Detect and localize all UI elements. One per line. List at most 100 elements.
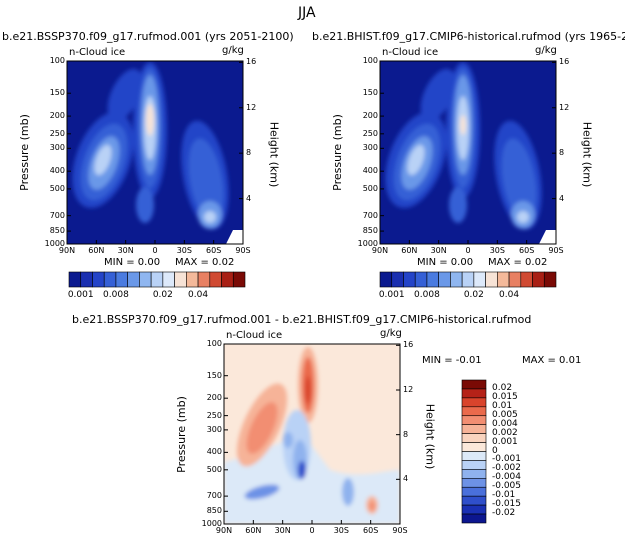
panel2-ytick-2: 200 (362, 111, 378, 121)
panel1-colorbar-box-0 (68, 271, 82, 288)
panel1-colorbar-label-1: 0.008 (103, 290, 129, 300)
panel1-colorbar-box-14 (232, 271, 246, 288)
panel1-colorbar-box-8 (162, 271, 175, 288)
panel1-units: g/kg (222, 45, 244, 56)
panel1-xtick-4: 30S (176, 246, 192, 255)
panel3-ytick-6: 500 (206, 464, 222, 474)
panel2-colorbar-box-1 (391, 271, 404, 288)
panel1-colorbar-box-1 (80, 271, 93, 288)
panel2-units: g/kg (535, 45, 557, 56)
panel2-y2tick-2: 8 (559, 148, 565, 158)
panel3-ytick-4: 300 (206, 424, 222, 434)
season-title: JJA (298, 5, 316, 21)
panel2-field (380, 61, 556, 244)
panel3-max: MAX = 0.01 (522, 355, 582, 366)
panel2-colorbar-label-1: 0.008 (414, 290, 440, 300)
panel3-y2tick-3: 4 (403, 474, 409, 484)
panel2-xtick-0: 90N (371, 246, 389, 255)
panel3-ytick-1: 150 (206, 370, 222, 380)
panel1-xtick-6: 90S (235, 246, 251, 255)
panel2-title: b.e21.BHIST.f09_g17.CMIP6-historical.ruf… (312, 30, 625, 43)
panel3-y2tick-2: 8 (403, 429, 409, 439)
panel2-colorbar-box-11 (508, 271, 522, 288)
panel3-xtick-6: 90S (392, 526, 408, 535)
panel1-colorbar-box-10 (186, 271, 199, 288)
panel2-ylabel: Pressure (mb) (330, 114, 344, 191)
panel1-xtick-0: 90N (58, 246, 76, 255)
panel2-ytick-6: 500 (362, 183, 378, 193)
panel1-colorbar-box-7 (150, 271, 164, 288)
panel3-ytick-3: 250 (206, 410, 222, 420)
panel2-xtick-6: 90S (548, 246, 564, 255)
panel2-ytick-4: 300 (362, 143, 378, 153)
panel1-xtick-2: 30N (117, 246, 134, 255)
panel1-colorbar-label-2: 0.02 (152, 290, 173, 300)
panel3-y2tick-1: 12 (403, 384, 414, 394)
panel2-xtick-4: 30S (489, 246, 505, 255)
panel1-colorbar-box-13 (221, 271, 234, 288)
panel1-ytick-9: 1000 (44, 239, 65, 248)
panel3-ytick-5: 400 (206, 447, 222, 457)
panel1-colorbar-box-9 (174, 271, 187, 288)
panel3-field (224, 344, 400, 524)
panel2-colorbar-label-2: 0.02 (463, 290, 484, 300)
panel1-ytick-5: 400 (49, 166, 65, 176)
panel2-colorbar-box-7 (461, 271, 475, 288)
panel3-colorbar-label-9: -0.002 (492, 463, 522, 474)
panel3-xtick-2: 30N (274, 526, 291, 535)
panel3-colorbar-box-5 (461, 424, 487, 434)
panel1-colorbar-box-5 (127, 271, 140, 288)
panel2-y2tick-3: 4 (559, 193, 565, 203)
panel3-xtick-3: 0 (309, 526, 315, 535)
panel3-colorbar-label-0: 0.02 (492, 382, 513, 393)
panel1-colorbar-label-3: 0.04 (188, 290, 209, 300)
panel3-title: b.e21.BSSP370.f09_g17.rufmod.001 - b.e21… (72, 313, 532, 326)
panel3-colorbar-label-1: 0.015 (492, 391, 518, 402)
panel3-colorbar-box-1 (461, 388, 487, 399)
panel3-colorbar-label-6: 0.001 (492, 436, 518, 447)
panel2-colorbar-box-14 (543, 271, 557, 288)
panel3-xtick-5: 60S (363, 526, 379, 535)
panel3-colorbar-box-6 (461, 433, 487, 443)
panel1-colorbar-box-6 (139, 271, 152, 288)
panel3-colorbar-box-15 (461, 513, 487, 524)
panel1-xtick-5: 60S (206, 246, 222, 255)
panel3-colorbar-label-2: 0.01 (492, 400, 513, 411)
panel2-variable: n-Cloud ice (382, 47, 439, 58)
panel2-colorbar-box-5 (438, 271, 451, 288)
panel2-ytick-1: 150 (362, 88, 378, 98)
panel3-colorbar-label-12: -0.01 (492, 490, 516, 501)
panel3-xtick-0: 90N (215, 526, 233, 535)
panel2-xtick-2: 30N (430, 246, 447, 255)
panel3-xtick-4: 30S (333, 526, 349, 535)
panel1-xtick-3: 0 (152, 246, 158, 255)
panel2-colorbar-box-2 (403, 271, 416, 288)
panel2-y2tick-1: 12 (559, 102, 570, 112)
panel1-ytick-0: 100 (49, 56, 65, 65)
panel3-colorbar-box-10 (461, 469, 487, 479)
panel1-y2tick-0: 16 (246, 57, 257, 67)
panel2-colorbar-box-4 (426, 271, 439, 288)
panel3-colorbar-box-2 (461, 397, 487, 408)
panel3-colorbar-box-14 (461, 504, 487, 515)
panel2-colorbar-label-3: 0.04 (499, 290, 520, 300)
panel2-ytick-0: 100 (362, 56, 378, 65)
panel3-colorbar-box-11 (461, 478, 487, 488)
panel1-variable: n-Cloud ice (69, 47, 126, 58)
panel3-min: MIN = -0.01 (422, 355, 482, 366)
panel3-ytick-9: 1000 (201, 519, 222, 528)
panel1-ylabel: Pressure (mb) (17, 114, 31, 191)
panel2-colorbar-box-10 (497, 271, 510, 288)
panel1-xtick-1: 60N (88, 246, 105, 255)
panel3-colorbar-label-10: -0.004 (492, 472, 522, 483)
panel3-colorbar-label-5: 0.002 (492, 427, 518, 438)
panel3-colorbar-box-8 (461, 451, 487, 461)
panel3-colorbar-label-14: -0.02 (492, 508, 516, 519)
panel3-colorbar-label-7: 0 (492, 445, 498, 456)
panel3-colorbar (461, 379, 487, 524)
panel1-min: MIN = 0.00 (104, 257, 161, 268)
panel3-colorbar-label-13: -0.015 (492, 499, 522, 510)
panel2-colorbar-box-3 (414, 271, 428, 288)
panel3-colorbar-box-12 (461, 486, 487, 497)
